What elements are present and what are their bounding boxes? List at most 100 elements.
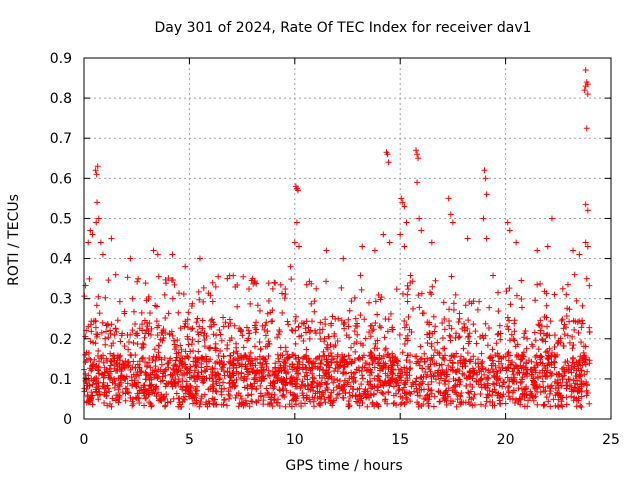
data-point (82, 351, 89, 358)
data-point (234, 350, 241, 357)
data-point (467, 373, 474, 380)
data-point (565, 362, 572, 369)
data-point (209, 279, 216, 286)
data-point (316, 326, 323, 333)
data-point (353, 323, 360, 330)
data-point (420, 378, 427, 385)
data-point (190, 347, 197, 354)
data-point (367, 392, 374, 399)
data-point (579, 317, 586, 324)
data-point (132, 352, 139, 359)
data-point (483, 398, 490, 405)
data-point (325, 394, 332, 401)
data-point (211, 396, 218, 403)
data-point (465, 317, 472, 324)
data-point (577, 353, 584, 360)
data-point (371, 383, 378, 390)
data-point (254, 378, 261, 385)
data-point (359, 354, 366, 361)
data-point (305, 324, 312, 331)
data-point (520, 390, 527, 397)
data-point (534, 401, 541, 408)
data-point (352, 315, 359, 322)
data-point (260, 367, 267, 374)
data-point (159, 329, 166, 336)
data-point (497, 336, 504, 343)
data-point (547, 388, 554, 395)
data-point (521, 395, 528, 402)
data-point (293, 368, 300, 375)
data-point (475, 360, 482, 367)
data-point (163, 280, 170, 287)
data-point (511, 320, 518, 327)
data-point (281, 295, 288, 302)
data-point (486, 387, 493, 394)
data-point (469, 384, 476, 391)
data-point (278, 378, 285, 385)
data-point (482, 402, 489, 409)
data-point (151, 346, 158, 353)
data-point (515, 385, 522, 392)
data-point (519, 351, 526, 358)
data-point (142, 330, 149, 337)
data-point (498, 360, 505, 367)
data-point (102, 335, 109, 342)
data-point (584, 207, 591, 214)
data-point (401, 203, 408, 210)
data-point (303, 346, 310, 353)
data-point (520, 363, 527, 370)
data-point (93, 302, 100, 309)
data-point (482, 175, 489, 182)
data-point (302, 325, 309, 332)
data-point (544, 332, 551, 339)
data-point (532, 353, 539, 360)
data-point (466, 401, 473, 408)
data-point (300, 338, 307, 345)
data-point (330, 387, 337, 394)
data-point (195, 338, 202, 345)
data-point (148, 402, 155, 409)
data-point (219, 361, 226, 368)
data-point (279, 378, 286, 385)
data-point (483, 191, 490, 198)
data-point (329, 313, 336, 320)
data-point (130, 339, 137, 346)
data-point (198, 360, 205, 367)
data-point (395, 387, 402, 394)
data-point (135, 394, 142, 401)
data-point (107, 327, 114, 334)
data-point (573, 297, 580, 304)
data-point (570, 247, 577, 254)
data-point (301, 373, 308, 380)
data-point (223, 402, 230, 409)
data-point (328, 359, 335, 366)
data-point (394, 362, 401, 369)
data-point (129, 396, 136, 403)
data-point (375, 291, 382, 298)
data-point (371, 355, 378, 362)
data-point (537, 317, 544, 324)
data-point (112, 271, 119, 278)
data-point (95, 396, 102, 403)
data-point (288, 326, 295, 333)
data-point (505, 393, 512, 400)
x-tick-label: 0 (80, 432, 89, 448)
data-point (459, 325, 466, 332)
data-point (403, 219, 410, 226)
data-point (290, 351, 297, 358)
data-point (207, 344, 214, 351)
data-point (537, 280, 544, 287)
data-point (401, 318, 408, 325)
data-point (242, 363, 249, 370)
data-point (545, 398, 552, 405)
data-point (220, 379, 227, 386)
data-point (209, 381, 216, 388)
data-point (481, 371, 488, 378)
data-point (186, 367, 193, 374)
data-point (461, 357, 468, 364)
data-point (264, 389, 271, 396)
data-point (449, 359, 456, 366)
data-point (166, 331, 173, 338)
data-point (451, 353, 458, 360)
data-point (227, 359, 234, 366)
